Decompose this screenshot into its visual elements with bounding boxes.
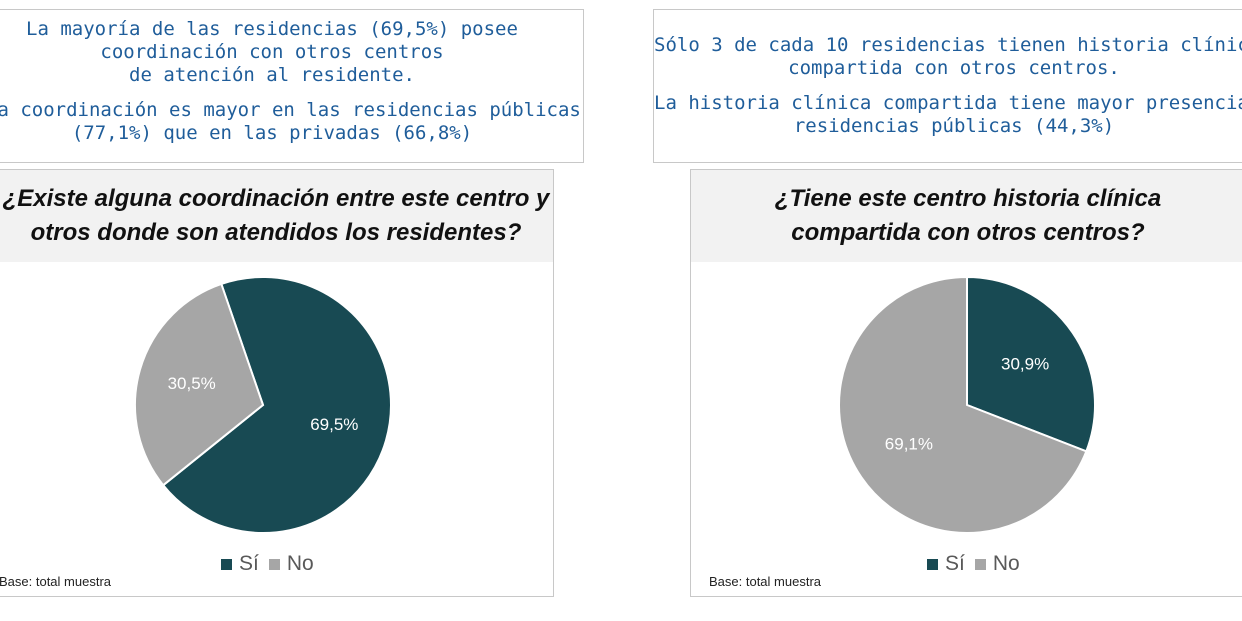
data-label-si: 69,5%	[310, 415, 358, 434]
chart-coordination: ¿Existe alguna coordinación entre este c…	[0, 169, 554, 597]
legend-item-no: No	[268, 552, 314, 576]
pie-slice-si	[966, 275, 1096, 453]
callout-line: (77,1%) que en las privadas (66,8%)	[71, 122, 473, 144]
base-note: Base: total muestra	[0, 574, 111, 589]
pie-slice-no	[134, 282, 265, 487]
legend-swatch-si	[221, 558, 232, 570]
legend-label: No	[286, 552, 314, 575]
pie-chart-coordination: 69,5% 30,5%	[134, 276, 392, 534]
legend: Sí No	[221, 552, 314, 576]
chart-title-line: compartida con otros centros?	[791, 219, 1145, 246]
pie-slice-no	[838, 275, 1088, 534]
legend-item-no: No	[974, 552, 1020, 576]
callout-line: Sólo 3 de cada 10 residencias tienen his…	[654, 34, 1242, 56]
data-label-no: 69,1%	[885, 434, 933, 453]
chart-title-line: ¿Existe alguna coordinación entre este c…	[2, 185, 550, 212]
chart-title-line: ¿Tiene este centro historia clínica	[774, 185, 1162, 212]
chart-shared-history: ¿Tiene este centro historia clínica comp…	[690, 169, 1242, 597]
legend-item-si: Sí	[927, 552, 965, 576]
legend-swatch-si	[927, 558, 938, 570]
pie-chart-shared-history: 30,9% 69,1%	[838, 275, 1096, 534]
chart-title: ¿Tiene este centro historia clínica comp…	[691, 170, 1242, 262]
callout-line: coordinación con otros centros	[100, 41, 444, 63]
chart-title-line: otros donde son atendidos los residentes…	[30, 219, 522, 246]
callout-line: La historia clínica compartida tiene may…	[654, 92, 1242, 114]
legend-swatch-no	[268, 558, 280, 570]
legend-label: Sí	[239, 552, 259, 575]
base-note: Base: total muestra	[709, 574, 821, 589]
legend-swatch-no	[974, 558, 986, 570]
callout-line: Esta coordinación es mayor en las reside…	[0, 99, 581, 121]
callout-shared-history: Sólo 3 de cada 10 residencias tienen his…	[653, 9, 1242, 163]
data-label-si: 30,9%	[1001, 355, 1049, 374]
callout-line: compartida con otros centros.	[788, 57, 1120, 79]
callout-line: residencias públicas (44,3%)	[793, 115, 1115, 137]
chart-title: ¿Existe alguna coordinación entre este c…	[0, 170, 553, 262]
legend-label: No	[992, 552, 1020, 575]
legend-label: Sí	[945, 552, 965, 575]
callout-line: La mayoría de las residencias (69,5%) po…	[26, 18, 518, 40]
legend: Sí No	[927, 552, 1020, 576]
callout-line: de atención al residente.	[129, 64, 415, 86]
legend-item-si: Sí	[221, 552, 259, 576]
callout-coordination: La mayoría de las residencias (69,5%) po…	[0, 9, 584, 163]
pie-slice-si	[161, 276, 392, 534]
data-label-no: 30,5%	[168, 374, 216, 393]
